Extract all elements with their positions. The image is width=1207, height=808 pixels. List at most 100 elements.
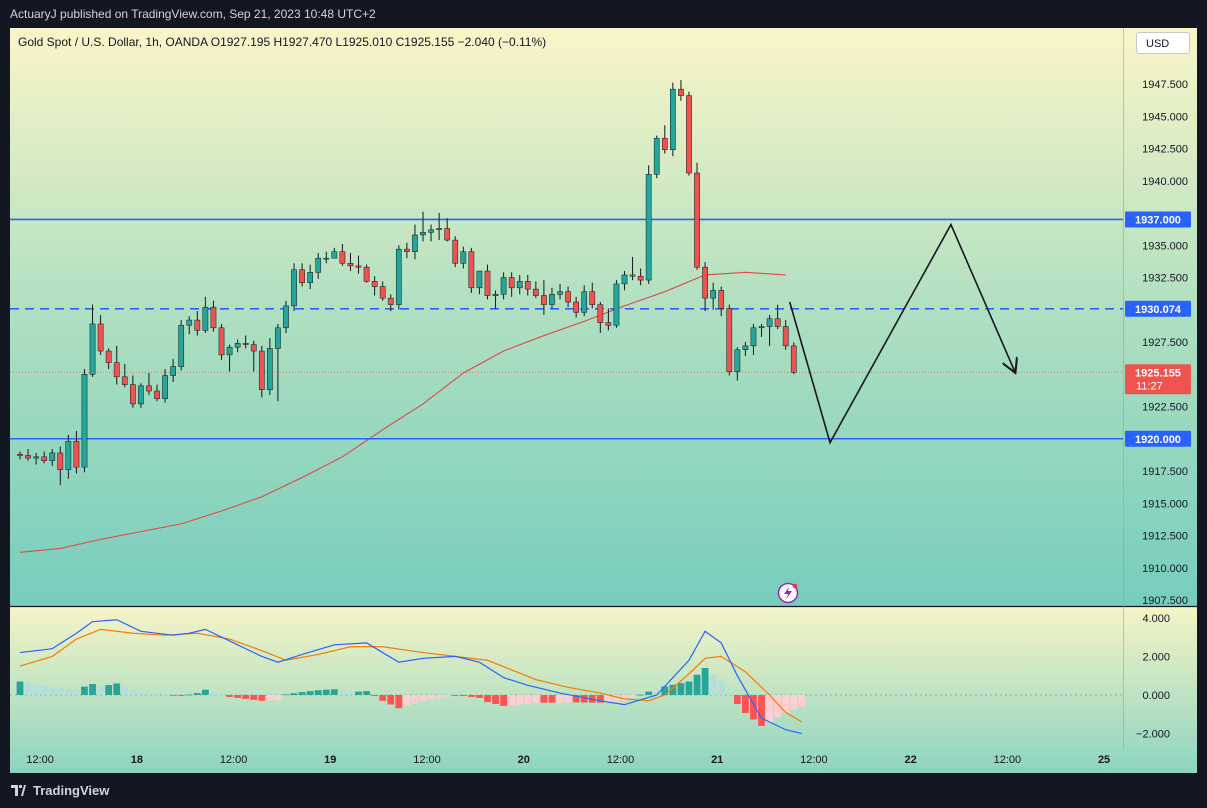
macd-histogram-bar [661,686,669,695]
macd-histogram-bar [443,695,451,697]
candle-body [670,88,676,151]
level-price-tag [1125,430,1191,447]
macd-axis-label: 4.000 [1142,613,1170,625]
tradingview-logo-icon[interactable] [10,782,26,798]
candle-body [121,376,128,385]
candle-body [33,456,39,459]
candle-body [371,281,378,287]
macd-pane-background [10,607,1197,773]
candle-body [694,172,700,268]
bar-countdown: 11:27 [1136,380,1163,392]
time-axis-label: 12:00 [26,754,54,766]
macd-histogram-bar [604,695,612,703]
macd-histogram-bar [516,695,524,705]
price-axis-label: 1940.000 [1142,176,1188,188]
macd-histogram-bar [113,683,121,695]
candle-body [782,326,789,347]
macd-histogram-bar [282,694,290,696]
candle-body [355,265,362,268]
publisher-text: ActuaryJ published on TradingView.com, S… [10,7,376,21]
macd-histogram-bar [556,695,564,703]
price-axis-label: 1947.500 [1142,79,1188,91]
candle-body [420,232,426,236]
candle-body [718,290,725,309]
candle-body [541,295,547,305]
candle-body [637,275,644,281]
candle-body [194,319,201,331]
candle-body [573,301,579,313]
macd-histogram-bar [403,695,411,706]
currency-button[interactable]: USD [1136,32,1190,54]
macd-axis-label: 0.000 [1142,690,1170,702]
macd-histogram-bar [56,687,64,695]
candle-body [653,137,660,175]
candle-body [605,322,612,326]
candle-body [242,343,249,345]
candle-body [226,346,233,356]
candle-body [678,88,684,96]
candle-body [758,326,765,329]
candle-body [508,277,515,289]
candle-body [186,319,193,326]
macd-histogram-bar [596,695,604,703]
macd-histogram-bar [306,691,314,695]
time-axis-label: 18 [131,754,143,766]
macd-histogram-bar [459,695,467,696]
time-axis-label: 20 [518,754,530,766]
macd-histogram-bar [508,695,516,706]
candle-body [476,270,483,289]
candle-body [524,281,531,290]
candle-body [97,323,104,352]
last-price-label: 1925.155 [1135,367,1181,379]
candle-body [146,385,152,392]
macd-histogram-bar [97,686,104,695]
macd-histogram-bar [645,691,653,695]
candle-body [267,348,273,390]
macd-histogram-bar [234,695,242,698]
candle-body [363,266,370,282]
macd-histogram-bar [798,695,806,707]
candle-body [532,288,539,296]
chart-area[interactable]: 1937.000 1930.074 1920.000 1925.155 11:27 19… [10,28,1197,773]
macd-histogram-bar [637,694,645,696]
macd-histogram-bar [379,695,387,701]
candle-body [323,257,330,260]
moving-average-line [19,271,786,553]
macd-histogram-bar [137,692,145,695]
macd-histogram-bar [64,688,72,695]
macd-histogram-bar [524,695,532,705]
macd-histogram-bar [40,685,48,695]
candle-body [81,374,88,468]
candle-body [347,263,354,267]
candle-body [565,291,571,303]
level-price-label: 1930.074 [1135,304,1182,316]
candle-body [468,251,475,289]
candle-body [436,228,442,231]
macd-histogram-bar [693,674,701,695]
candle-body [734,349,741,372]
symbol-legend: Gold Spot / U.S. Dollar, 1h, OANDA O1927… [18,35,547,49]
alert-icon[interactable] [777,582,799,604]
candle-body [283,305,289,329]
time-axis-label: 12:00 [413,754,441,766]
macd-histogram-bar [411,695,419,704]
brand-name[interactable]: TradingView [33,783,110,798]
macd-histogram-bar [540,695,548,703]
candle-body [686,95,692,174]
candle-body [581,291,588,313]
macd-histogram-bar [572,695,580,703]
macd-histogram-bar [339,690,346,695]
macd-signal-line [19,628,803,723]
level-price-tag [1125,211,1191,228]
macd-histogram-bar [677,683,685,695]
macd-histogram-bar [81,686,88,695]
candle-body [258,350,265,390]
candle-body [404,248,410,252]
candle-body [516,281,523,289]
macd-histogram-bar [226,695,233,697]
candle-body [750,327,757,347]
macd-histogram-bar [717,681,725,695]
candle-body [492,294,499,296]
price-axis-label: 1932.500 [1142,273,1188,285]
